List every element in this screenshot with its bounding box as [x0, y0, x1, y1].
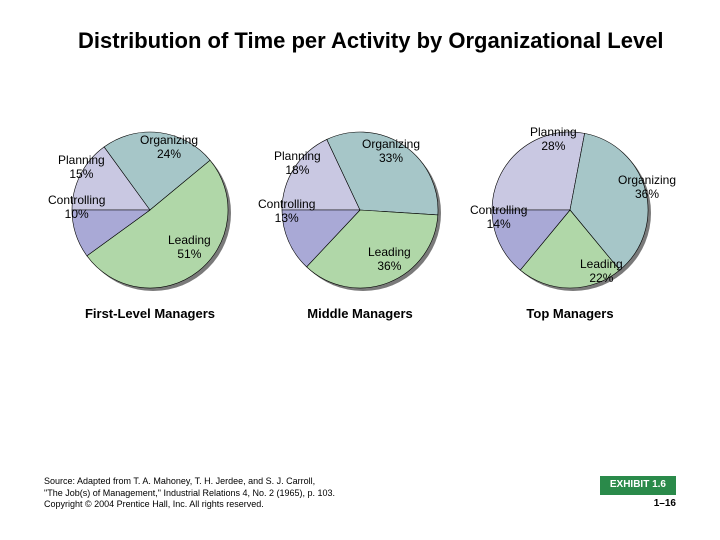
- pie-chart: Planning15% Organizing24% Leading51% Contro…: [50, 118, 250, 321]
- slice-label-leading: Leading22%: [580, 258, 623, 286]
- slice-label-controlling: Controlling13%: [258, 198, 315, 226]
- page-number: 1–16: [654, 498, 676, 511]
- slice-label-organizing: Organizing33%: [362, 138, 420, 166]
- chart-caption: Middle Managers: [260, 306, 460, 321]
- slice-label-organizing: Organizing36%: [618, 174, 676, 202]
- slice-label-controlling: Controlling14%: [470, 204, 527, 232]
- chart-caption: First-Level Managers: [50, 306, 250, 321]
- pie-chart: Planning28%Organizing36%Leading22%Contro…: [470, 118, 670, 321]
- pie-chart: Planning18% Organizing33% Leading36% Contro…: [260, 118, 460, 321]
- page-title: Distribution of Time per Activity by Org…: [78, 28, 664, 54]
- slice-label-leading: Leading51%: [168, 234, 211, 262]
- source-line2: "The Job(s) of Management," Industrial R…: [44, 488, 335, 498]
- slice-label-planning: Planning15%: [58, 154, 105, 182]
- slice-label-organizing: Organizing24%: [140, 134, 198, 162]
- exhibit-badge: EXHIBIT 1.6: [600, 476, 676, 495]
- footer: Source: Adapted from T. A. Mahoney, T. H…: [44, 476, 676, 510]
- slice-label-planning: Planning18%: [274, 150, 321, 178]
- charts-row: Planning15% Organizing24% Leading51% Contro…: [50, 112, 670, 327]
- copyright-line: Copyright © 2004 Prentice Hall, Inc. All…: [44, 499, 264, 509]
- chart-caption: Top Managers: [470, 306, 670, 321]
- slice-label-controlling: Controlling10%: [48, 194, 105, 222]
- slice-label-leading: Leading36%: [368, 246, 411, 274]
- source-line1: Source: Adapted from T. A. Mahoney, T. H…: [44, 476, 315, 486]
- slice-label-planning: Planning28%: [530, 126, 577, 154]
